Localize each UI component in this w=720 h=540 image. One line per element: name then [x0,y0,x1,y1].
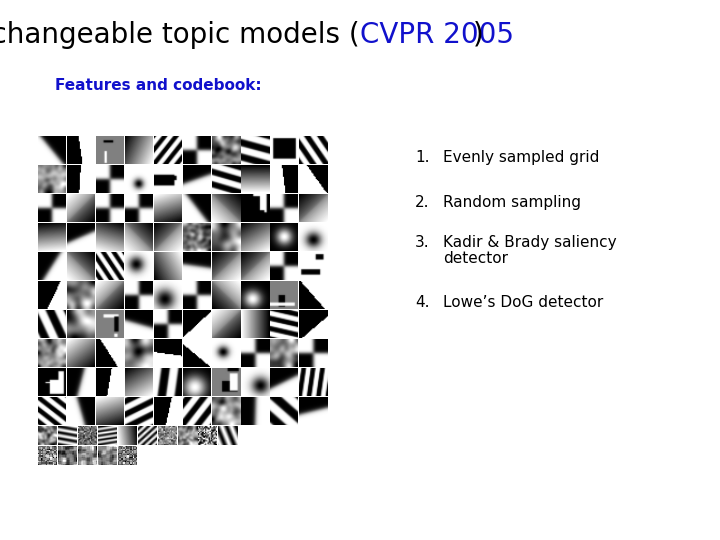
Text: Random sampling: Random sampling [443,195,581,210]
Text: detector: detector [443,251,508,266]
Text: Evenly sampled grid: Evenly sampled grid [443,150,599,165]
Text: 3.: 3. [415,235,430,250]
Text: 4.: 4. [415,295,430,310]
Text: CVPR 2005: CVPR 2005 [360,21,514,49]
Text: Features and codebook:: Features and codebook: [55,78,261,92]
Text: Lowe’s DoG detector: Lowe’s DoG detector [443,295,603,310]
Text: 1.: 1. [415,150,430,165]
Text: Kadir & Brady saliency: Kadir & Brady saliency [443,235,616,250]
Text: Exchangeable topic models (: Exchangeable topic models ( [0,21,360,49]
Text: ): ) [472,21,483,49]
Text: 2.: 2. [415,195,430,210]
